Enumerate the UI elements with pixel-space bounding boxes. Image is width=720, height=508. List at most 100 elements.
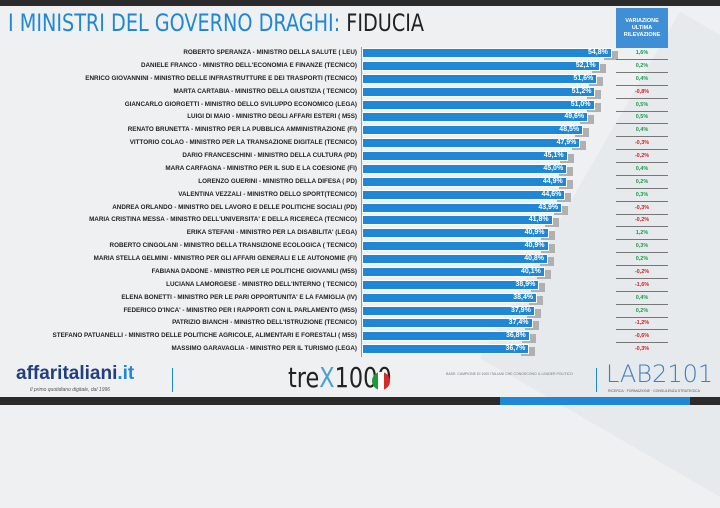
trex-x: X: [319, 361, 335, 394]
variation-separator: [616, 265, 668, 267]
category-label: ANDREA ORLANDO - MINISTRO DEL LAVORO E D…: [112, 203, 357, 211]
variation-value: -0,8%: [634, 88, 650, 95]
variation-value: 0,4%: [635, 165, 649, 172]
bar: 36,8%: [362, 331, 530, 342]
variation-separator: [616, 226, 668, 228]
bar: 37,9%: [362, 305, 535, 316]
variation-separator: [616, 252, 668, 254]
category-label: LUIGI DI MAIO - MINISTRO DEGLI AFFARI ES…: [187, 113, 357, 121]
category-label: VALENTINA VEZZALI - MINISTRO DELLO SPORT…: [178, 190, 357, 198]
bar: 40,8%: [362, 254, 549, 265]
bar: 37,4%: [362, 318, 533, 329]
category-label: ROBERTO CINGOLANI - MINISTRO DELLA TRANS…: [109, 242, 357, 250]
variation-value: 0,2%: [635, 178, 649, 185]
category-label: GIANCARLO GIORGETTI - MINISTRO DELLO SVI…: [124, 100, 357, 108]
category-label: STEFANO PATUANELLI - MINISTRO DELLE POLI…: [52, 332, 357, 340]
variation-separator: [616, 329, 668, 331]
lab2101-tagline: RICERCA · FORMAZIONE · CONSULENZA STRATE…: [608, 389, 700, 393]
variation-separator: [616, 277, 668, 279]
variation-separator: [616, 123, 668, 125]
affaritaliani-tld: .it: [117, 363, 135, 384]
variation-value: 0,2%: [635, 256, 649, 263]
variation-separator: [616, 110, 668, 112]
variation-value: -0,3%: [634, 346, 650, 353]
variation-value: -0,3%: [634, 140, 650, 147]
variation-separator: [616, 149, 668, 151]
bar: 47,9%: [362, 138, 581, 149]
bar: 52,1%: [362, 60, 600, 71]
bar: 38,4%: [362, 292, 538, 303]
category-label: MARIA STELLA GELMINI - MINISTRO PER GLI …: [93, 255, 357, 263]
trex-text: tre: [288, 361, 320, 394]
variation-separator: [616, 187, 668, 189]
variation-separator: [616, 239, 668, 241]
category-label: FABIANA DADONE - MINISTRO PER LE POLITIC…: [151, 267, 357, 275]
bottom-accent: [500, 397, 690, 405]
bar: 48,5%: [362, 125, 584, 136]
category-label: MASSIMO GARAVAGLIA - MINISTRO PER IL TUR…: [171, 345, 357, 353]
bar: 44,6%: [362, 189, 566, 200]
divider: [172, 368, 173, 392]
title-part-2: FIDUCIA: [346, 9, 425, 37]
bar: 45,1%: [362, 151, 568, 162]
bar: 49,6%: [362, 112, 589, 123]
title-part-1: I MINISTRI DEL GOVERNO DRAGHI:: [8, 9, 341, 37]
category-label: ERIKA STEFANI - MINISTRO PER LA DISABILI…: [186, 229, 357, 237]
bar: 51,0%: [362, 99, 595, 110]
bar: 43,9%: [362, 202, 563, 213]
bar: 40,1%: [362, 266, 545, 277]
bar: 40,9%: [362, 228, 549, 239]
lab2101-logo: LAB2101: [606, 360, 714, 388]
category-label: ENRICO GIOVANNINI - MINISTRO DELLE INFRA…: [85, 74, 357, 82]
category-label: MARTA CARTABIA - MINISTRO DELLA GIUSTIZI…: [173, 87, 357, 95]
variation-value: 0,2%: [635, 62, 649, 69]
bar: 51,6%: [362, 73, 598, 84]
variation-value: -0,3%: [634, 204, 650, 211]
category-label: MARA CARFAGNA - MINISTRO PER IL SUD E LA…: [165, 164, 357, 172]
bar: 38,9%: [362, 279, 540, 290]
variation-value: 0,4%: [635, 75, 649, 82]
category-label: VITTORIO COLAO - MINISTRO PER LA TRANSAZ…: [129, 139, 357, 147]
variation-value: -1,2%: [634, 320, 650, 327]
top-bar: [0, 0, 720, 6]
variation-separator: [616, 213, 668, 215]
category-label: LUCIANA LAMORGESE - MINISTRO DELL'INTERN…: [166, 280, 357, 288]
chart-axis: [361, 47, 362, 357]
bar: 44,9%: [362, 176, 567, 187]
variation-separator: [616, 342, 668, 344]
variation-value: -0,2%: [634, 268, 650, 275]
variation-separator: [616, 97, 668, 99]
bar: 51,2%: [362, 86, 596, 97]
category-label: MARIA CRISTINA MESSA - MINISTRO DELL'UNI…: [89, 216, 357, 224]
variation-value: 0,2%: [635, 307, 649, 314]
italian-flag-icon: [372, 372, 390, 390]
variation-value: 0,4%: [635, 294, 649, 301]
variation-separator: [616, 71, 668, 73]
category-label: DANIELE FRANCO - MINISTRO DELL'ECONOMIA …: [140, 61, 357, 69]
affaritaliani-name: affaritaliani: [16, 363, 118, 384]
variation-value: 0,5%: [635, 114, 649, 121]
affaritaliani-logo: affaritaliani.it: [16, 364, 134, 384]
bar: 36,7%: [362, 344, 530, 355]
bar: 45,0%: [362, 163, 568, 174]
category-label: RENATO BRUNETTA - MINISTRO PER LA PUBBLI…: [127, 126, 357, 134]
bar: 40,9%: [362, 241, 549, 252]
bottom-bar: [0, 397, 720, 405]
variation-separator: [616, 59, 668, 60]
variation-separator: [616, 84, 668, 86]
sample-note: BASE: CAMPIONE DI 1000 ITALIANI CHE CONO…: [446, 372, 573, 376]
variation-value: 1,6%: [635, 50, 649, 56]
variation-value: 0,3%: [635, 191, 649, 198]
category-label: ELENA BONETTI - MINISTRO PER LE PARI OPP…: [121, 293, 357, 301]
variation-header: VARIAZIONE ULTIMA RILEVAZIONE: [616, 8, 668, 48]
divider: [596, 368, 597, 392]
variation-separator: [616, 174, 668, 176]
variation-separator: [616, 136, 668, 138]
category-label: FEDERICO D'INCA' - MINISTRO PER I RAPPOR…: [123, 306, 357, 314]
variation-value: -1,6%: [634, 281, 650, 288]
variation-value: -0,2%: [634, 153, 650, 160]
variation-value: 1,2%: [635, 230, 649, 237]
variation-value: -0,6%: [634, 333, 650, 340]
variation-value: 0,4%: [635, 127, 649, 134]
category-label: DARIO FRANCESCHINI - MINISTRO DELLA CULT…: [182, 152, 357, 160]
